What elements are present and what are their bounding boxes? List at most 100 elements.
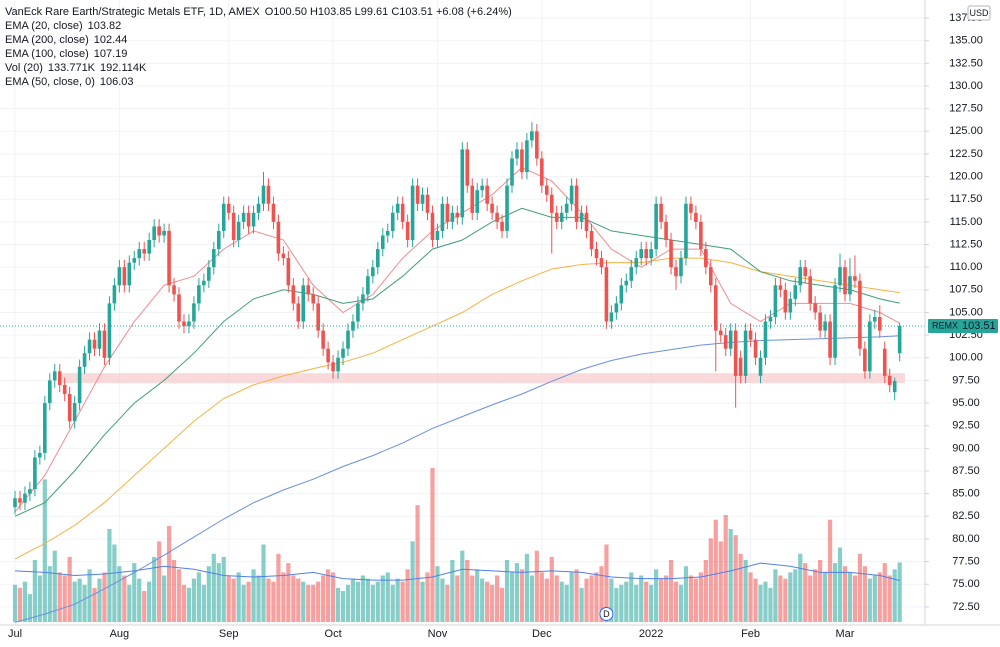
candle-body [490,203,494,213]
legend-value: 133.771K [48,62,96,74]
candle-body [753,339,758,358]
volume-bar [887,575,892,622]
volume-bar [87,569,92,622]
candle-body [793,285,798,299]
candle-body [848,276,852,295]
volume-bar [579,587,584,622]
volume-bar [663,575,669,622]
volume-bar [897,562,902,622]
volume-bar [266,578,271,622]
legend-label: VanEck Rare Earth/Strategic Metals ETF, … [5,6,260,18]
candle-body [549,194,554,213]
volume-bar [147,581,152,622]
legend-value: O100.50 H103.85 L99.61 C103.51 +6.08 (+6… [265,6,512,18]
y-tick-label: 87.50 [952,465,980,477]
legend-value: 102.44 [94,34,128,46]
candle-body [271,203,276,222]
volume-bar [624,581,629,622]
volume-bar [519,569,525,622]
candle-body [699,221,703,250]
candle-body [579,212,584,222]
x-tick-label: 2022 [639,628,663,640]
price-tag [928,318,998,333]
candle-body [182,321,186,327]
volume-bar [345,584,351,622]
y-tick-label: 92.50 [952,420,980,432]
candle-body [38,452,42,458]
candle-body [192,303,196,322]
volume-bar [62,575,67,622]
candle-body [748,330,753,340]
candle-body [187,321,191,327]
volume-bar [554,575,559,622]
candle-body [594,249,599,259]
candle-body [882,348,887,376]
candle-body [390,212,395,231]
volume-bar [659,578,664,622]
volume-bar [832,563,838,622]
volume-bar [420,581,425,622]
candle-body [157,226,161,236]
candle-body [430,212,435,240]
ema-line [14,207,900,517]
candle-body [306,285,311,295]
candle-body [47,380,52,404]
volume-bar [241,584,246,622]
volume-bar [758,584,763,622]
candle-body [569,185,574,204]
volume-bar [514,563,520,622]
volume-bar [728,529,733,622]
y-tick-label: 107.50 [949,284,983,296]
candle-body [544,185,549,195]
volume-bar [171,560,177,622]
volume-bar [92,587,97,622]
volume-bar [390,584,395,622]
volume-bar [380,575,385,622]
candle-body [515,149,519,159]
candle-body [276,221,281,254]
candle-body [470,185,475,213]
volume-bar [271,581,276,622]
candle-body [634,258,639,268]
legend-value: 107.19 [94,48,128,60]
volume-bar [793,569,798,622]
volume-bar [534,550,539,622]
x-tick-label: Aug [110,628,130,640]
volume-bar [524,553,530,622]
candle-body [400,203,405,222]
legend-value: 106.03 [100,76,134,88]
volume-bar [713,519,718,622]
volume-bar [181,584,187,622]
volume-bar [609,578,614,622]
volume-bar [425,572,430,622]
candle-body [266,185,271,204]
x-tick-label: Nov [428,628,448,640]
volume-bar [286,563,291,622]
volume-bar [480,578,485,622]
candle-body [828,321,832,358]
candle-body [425,194,430,213]
volume-bar [649,584,654,622]
volume-bar [137,578,142,622]
candle-body [510,158,514,186]
volume-bar [410,541,415,622]
volume-bar [430,467,435,622]
candle-body [13,498,17,508]
volume-bar [57,572,62,622]
candle-body [619,285,624,304]
volume-bar [326,569,331,622]
volume-bar [52,550,57,622]
candle-body [107,303,112,358]
candle-body [162,230,166,236]
candle-body [778,285,783,290]
candle-body [440,203,445,231]
candle-body [718,330,723,336]
candle-body [858,280,862,349]
candle-body [589,230,594,250]
candle-body [694,212,698,222]
candle-body [57,371,62,385]
currency-box [967,5,991,21]
candle-body [251,212,256,227]
candle-body [371,267,375,277]
